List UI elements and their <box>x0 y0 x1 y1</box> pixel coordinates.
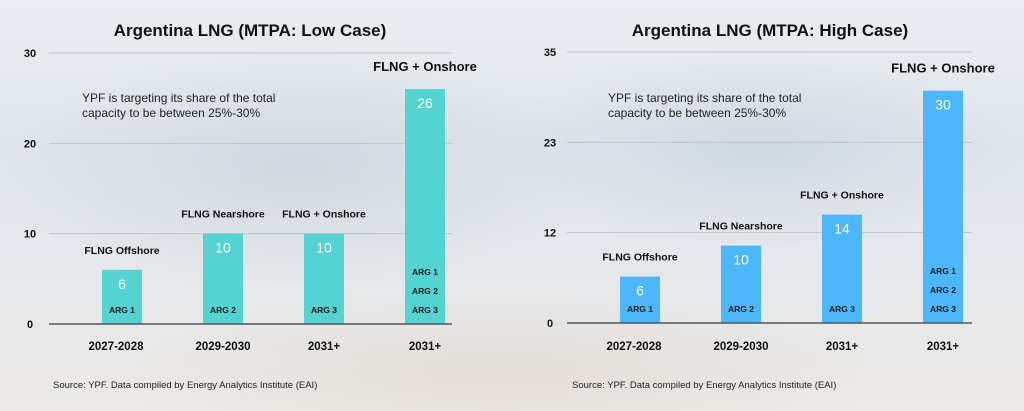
bar-inner-label: ARG 1 <box>930 266 956 276</box>
bar-inner-label: ARG 2 <box>930 285 956 295</box>
y-tick-label: 20 <box>24 138 36 150</box>
bar-value-label: 6 <box>118 276 126 292</box>
x-tick-label: 2031+ <box>409 341 442 353</box>
bar-inner-label: ARG 2 <box>210 305 236 315</box>
bar <box>102 269 142 324</box>
x-tick-label: 2027-2028 <box>89 341 145 353</box>
bar-value-label: 6 <box>636 283 644 299</box>
bar-annotation: FLNG Nearshore <box>181 209 265 221</box>
y-tick-label: 0 <box>547 318 553 330</box>
x-tick-label: 2031+ <box>826 341 859 353</box>
note-text: capacity to be between 25%-30% <box>82 106 260 120</box>
bar-annotation: FLNG Nearshore <box>699 221 783 233</box>
chart-title: Argentina LNG (MTPA: High Case) <box>632 21 908 40</box>
bar-annotation: FLNG + Onshore <box>373 59 477 74</box>
bar <box>620 276 660 323</box>
bar-value-label: 10 <box>733 252 749 268</box>
y-tick-label: 30 <box>24 48 36 60</box>
bar-inner-label: ARG 3 <box>930 304 956 314</box>
source-note: Source: YPF. Data compiled by Energy Ana… <box>572 380 836 391</box>
bar <box>822 214 862 323</box>
note-text: YPF is targeting its share of the total <box>82 91 275 105</box>
y-tick-label: 23 <box>544 137 556 149</box>
x-tick-label: 2031+ <box>308 341 341 353</box>
bar-inner-label: ARG 3 <box>829 304 855 314</box>
bar-value-label: 26 <box>417 95 433 111</box>
bar-annotation: FLNG Offshore <box>602 252 677 264</box>
note-text: capacity to be between 25%-30% <box>608 106 786 120</box>
low-case-chart: Argentina LNG (MTPA: Low Case) 0 10 20 30 YPF… <box>24 21 477 391</box>
bar-annotation: FLNG + Onshore <box>282 209 366 221</box>
bar <box>203 233 243 324</box>
bar <box>923 90 963 323</box>
chart-title: Argentina LNG (MTPA: Low Case) <box>114 21 387 40</box>
bar-inner-label: ARG 1 <box>412 267 438 277</box>
bar-value-label: 14 <box>834 221 850 237</box>
x-tick-label: 2029-2030 <box>196 341 251 353</box>
bar-inner-label: ARG 1 <box>109 305 135 315</box>
bar-annotation: FLNG + Onshore <box>800 190 884 202</box>
y-tick-label: 35 <box>544 47 556 59</box>
bar-value-label: 10 <box>215 240 231 256</box>
y-tick-label: 12 <box>544 228 556 240</box>
bar-value-label: 10 <box>316 240 332 256</box>
bar-inner-label: ARG 1 <box>627 304 653 314</box>
bar <box>304 233 344 324</box>
bar-inner-label: ARG 2 <box>728 304 754 314</box>
x-tick-label: 2029-2030 <box>714 341 769 353</box>
bar-value-label: 30 <box>935 97 951 113</box>
bar-inner-label: ARG 3 <box>412 305 438 315</box>
bar <box>405 89 445 324</box>
y-tick-label: 0 <box>27 319 33 331</box>
bar-inner-label: ARG 2 <box>412 286 438 296</box>
bar-annotation: FLNG Offshore <box>84 245 159 257</box>
source-note: Source: YPF. Data compiled by Energy Ana… <box>53 380 317 391</box>
high-case-chart: Argentina LNG (MTPA: High Case) 0 12 23 35 YP… <box>544 21 995 391</box>
y-tick-label: 10 <box>24 229 36 241</box>
bar <box>721 245 761 323</box>
x-tick-label: 2031+ <box>927 341 960 353</box>
x-tick-label: 2027-2028 <box>607 341 663 353</box>
note-text: YPF is targeting its share of the total <box>608 91 801 105</box>
bar-inner-label: ARG 3 <box>311 305 337 315</box>
bar-annotation: FLNG + Onshore <box>891 61 995 76</box>
